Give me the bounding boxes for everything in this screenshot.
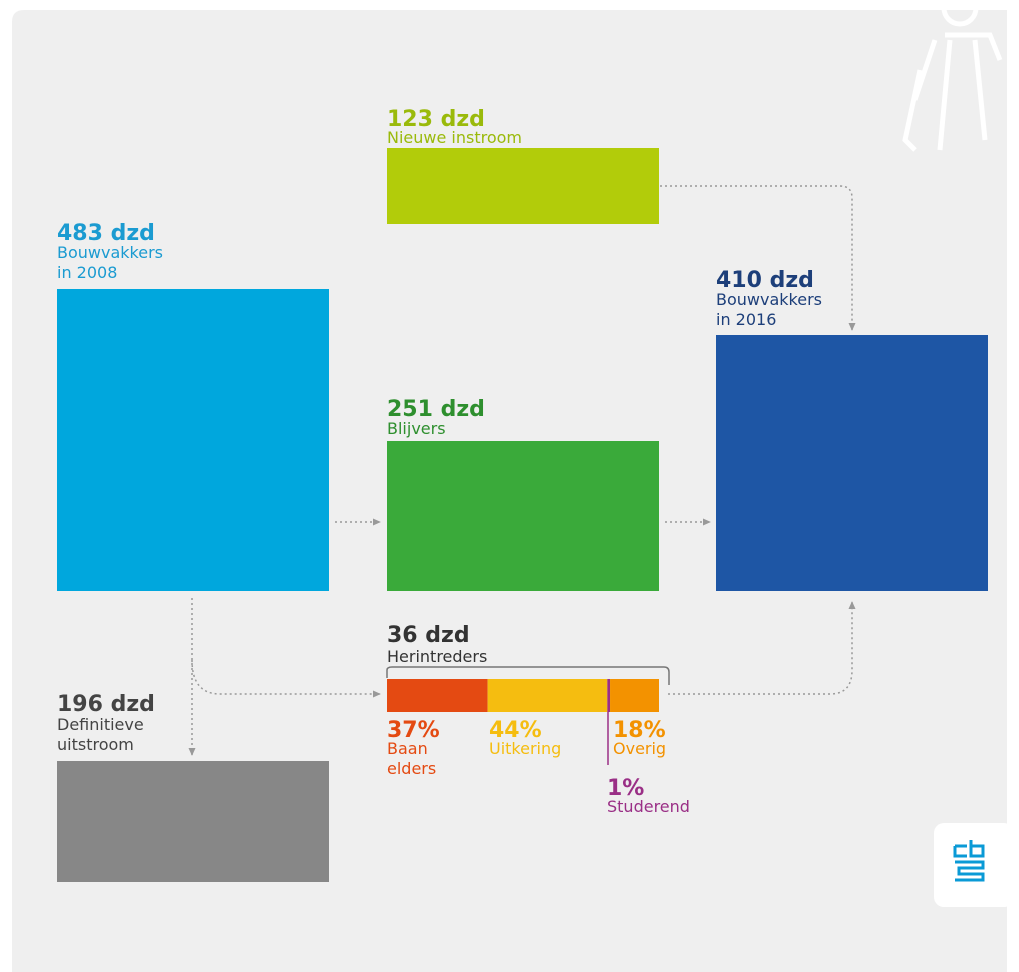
value: 196 dzd xyxy=(57,692,155,717)
value: 36 dzd xyxy=(387,623,470,648)
label: Nieuwe instroom xyxy=(387,128,522,147)
label: Bouwvakkers xyxy=(57,243,163,262)
label: Studerend xyxy=(607,797,690,816)
value: 18% xyxy=(613,718,666,743)
label: Herintreders xyxy=(387,647,487,666)
label: in 2008 xyxy=(57,263,117,282)
label: uitstroom xyxy=(57,735,134,754)
box-2016 xyxy=(716,335,988,591)
value: 1% xyxy=(607,776,644,801)
label: Blijvers xyxy=(387,419,446,438)
box-uitstroom xyxy=(57,761,329,882)
value: 483 dzd xyxy=(57,221,155,246)
value: 37% xyxy=(387,718,440,743)
label: Definitieve xyxy=(57,715,144,734)
segment xyxy=(610,679,659,712)
value: 123 dzd xyxy=(387,107,485,132)
bracket xyxy=(386,666,670,685)
herintreders-bar xyxy=(387,679,659,712)
box-instroom xyxy=(387,148,659,224)
value: 251 dzd xyxy=(387,397,485,422)
segment xyxy=(387,679,488,712)
label: Baan xyxy=(387,739,428,758)
label: elders xyxy=(387,759,436,778)
value: 410 dzd xyxy=(716,268,814,293)
connector xyxy=(660,185,856,331)
connector xyxy=(191,659,381,698)
value: 44% xyxy=(489,718,542,743)
label: Uitkering xyxy=(489,739,561,758)
label: in 2016 xyxy=(716,310,776,329)
label: Overig xyxy=(613,739,666,758)
segment xyxy=(487,679,608,712)
box-blijvers xyxy=(387,441,659,591)
cbs-logo xyxy=(934,823,1014,907)
label: Bouwvakkers xyxy=(716,290,822,309)
box-2008 xyxy=(57,289,329,591)
worker-icon xyxy=(902,0,1003,152)
segment xyxy=(607,679,611,712)
